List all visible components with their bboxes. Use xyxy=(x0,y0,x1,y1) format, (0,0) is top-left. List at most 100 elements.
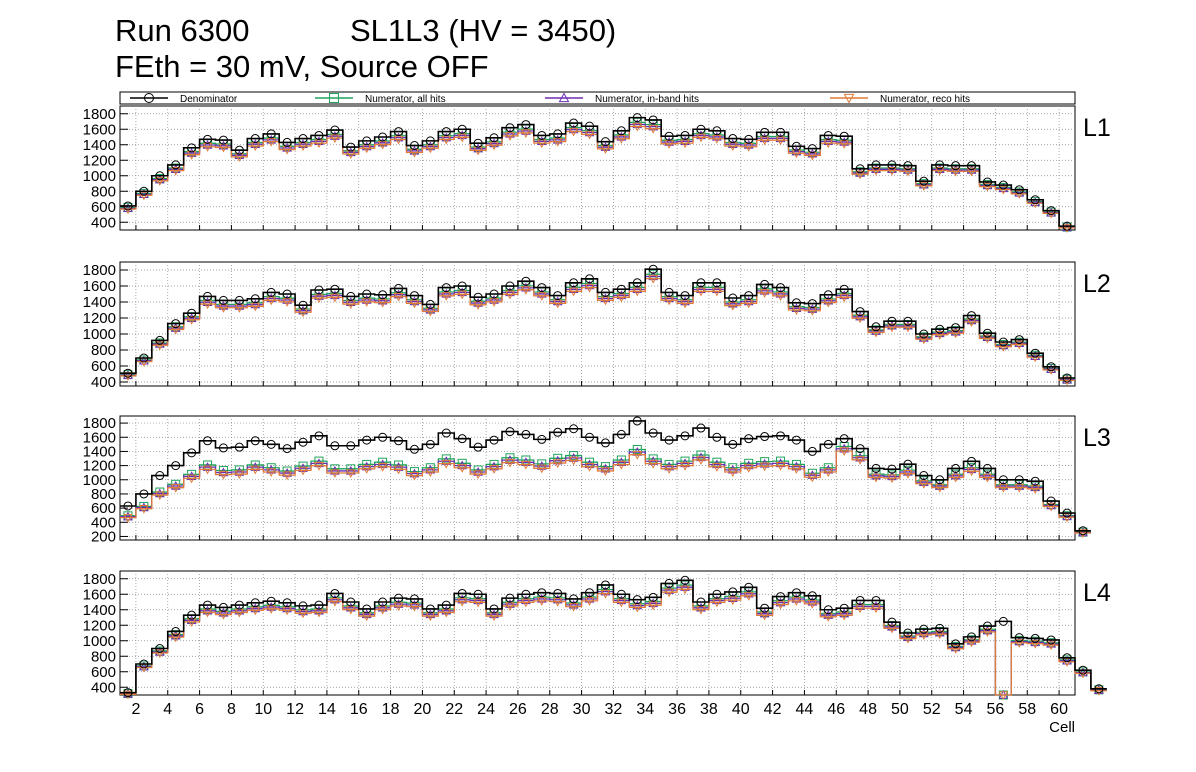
data-point xyxy=(250,294,260,304)
data-point xyxy=(505,290,515,300)
data-point xyxy=(951,323,961,333)
data-point xyxy=(584,593,595,603)
data-point xyxy=(1014,185,1024,195)
data-point xyxy=(712,459,722,469)
data-point xyxy=(600,589,611,599)
data-point xyxy=(934,331,945,340)
data-point xyxy=(791,146,802,156)
data-point xyxy=(696,456,706,465)
data-point xyxy=(759,136,770,146)
data-point xyxy=(1014,475,1024,485)
y-tick-label: 600 xyxy=(91,358,116,375)
data-point xyxy=(489,465,499,474)
data-point xyxy=(680,136,690,146)
data-point xyxy=(521,120,531,130)
data-point xyxy=(314,136,324,146)
data-point xyxy=(727,596,738,606)
data-point xyxy=(919,471,929,481)
data-point xyxy=(330,125,340,135)
data-point xyxy=(505,123,515,133)
data-point xyxy=(234,600,244,610)
data-point xyxy=(839,434,849,444)
data-point xyxy=(585,121,595,131)
data-point xyxy=(1046,502,1056,512)
data-point xyxy=(775,597,786,607)
data-point xyxy=(187,143,197,153)
data-point xyxy=(918,477,929,486)
data-point xyxy=(521,276,531,286)
data-point xyxy=(473,442,483,452)
data-point xyxy=(536,136,547,146)
data-point xyxy=(934,483,945,493)
data-point xyxy=(568,284,579,294)
data-point xyxy=(1046,641,1056,651)
y-tick-label: 1600 xyxy=(83,586,116,603)
data-point xyxy=(776,431,786,441)
y-tick-label: 1200 xyxy=(83,310,116,327)
data-point xyxy=(585,432,595,442)
data-point xyxy=(1062,224,1072,233)
data-point xyxy=(536,597,547,606)
data-point xyxy=(457,434,467,444)
data-point xyxy=(377,463,388,472)
data-point xyxy=(186,471,197,481)
data-point xyxy=(489,294,499,304)
data-point xyxy=(155,335,165,345)
data-point xyxy=(600,142,611,151)
data-point xyxy=(123,370,133,379)
data-point xyxy=(537,588,547,598)
data-point xyxy=(203,600,213,610)
data-point xyxy=(632,113,642,123)
data-point xyxy=(616,293,627,303)
data-point xyxy=(473,470,483,480)
data-point xyxy=(266,602,277,611)
data-point xyxy=(234,466,245,476)
data-point xyxy=(1046,364,1056,373)
y-tick-label: 600 xyxy=(91,664,116,681)
data-point xyxy=(1062,373,1072,383)
data-point xyxy=(345,465,356,475)
data-point xyxy=(1046,206,1056,216)
data-point xyxy=(425,141,436,151)
data-point xyxy=(903,628,913,638)
data-point xyxy=(728,439,738,449)
y-tick-label: 1800 xyxy=(83,262,116,279)
data-point xyxy=(409,141,419,151)
data-point xyxy=(123,203,133,213)
data-point xyxy=(1046,362,1056,372)
x-tick-label: 26 xyxy=(509,701,527,718)
data-point xyxy=(234,295,244,305)
data-point xyxy=(378,290,388,300)
data-point xyxy=(568,456,579,466)
data-point xyxy=(234,470,245,480)
x-tick-label: 12 xyxy=(286,701,304,718)
data-point xyxy=(170,325,181,335)
data-point xyxy=(1062,374,1072,384)
data-point xyxy=(648,271,659,281)
data-point xyxy=(569,118,579,128)
data-point xyxy=(871,601,881,611)
data-point xyxy=(393,602,404,611)
data-point xyxy=(457,588,467,598)
data-point xyxy=(139,189,149,199)
data-point xyxy=(521,429,531,439)
data-point xyxy=(839,293,850,303)
data-point xyxy=(664,588,674,598)
data-point xyxy=(202,139,213,149)
data-point xyxy=(521,282,531,292)
data-point xyxy=(616,429,626,439)
data-point xyxy=(1030,348,1040,358)
y-tick-label: 1000 xyxy=(83,633,116,650)
data-point xyxy=(807,148,818,158)
data-point xyxy=(425,136,435,146)
data-point xyxy=(170,480,181,490)
data-point xyxy=(967,311,977,321)
data-point xyxy=(966,638,977,648)
data-point xyxy=(154,341,165,351)
data-point xyxy=(712,135,722,144)
data-point xyxy=(664,137,674,146)
data-point xyxy=(409,602,420,612)
data-point xyxy=(266,287,276,297)
data-point xyxy=(743,588,754,598)
data-point xyxy=(393,292,404,302)
